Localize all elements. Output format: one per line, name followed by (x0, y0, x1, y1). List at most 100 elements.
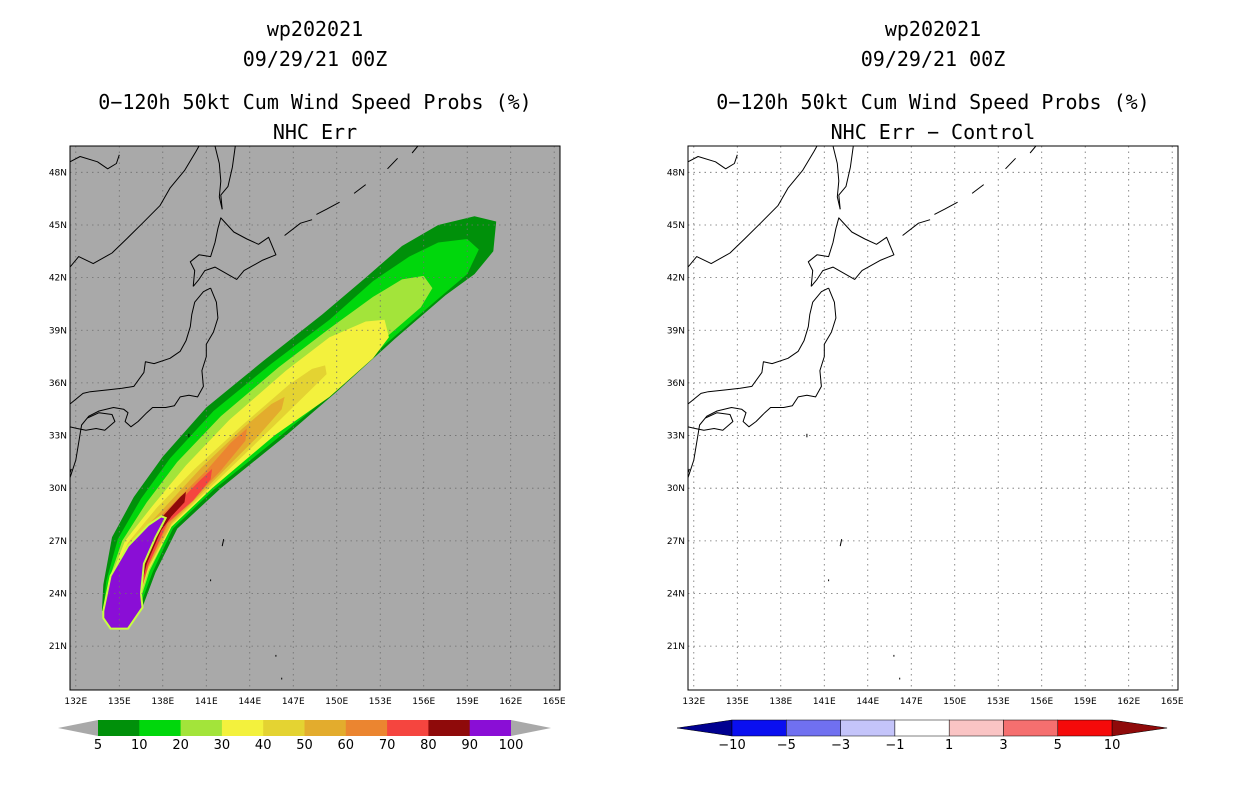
colorbar-box (98, 720, 140, 736)
left-grid (70, 146, 560, 690)
coastline (1005, 157, 1016, 170)
coastline (688, 468, 690, 475)
coastline (838, 146, 854, 210)
lon-tick-label: 156E (412, 697, 435, 707)
right-title-product: 0−120h 50kt Cum Wind Speed Probs (%) (716, 90, 1150, 114)
colorbar-box (263, 720, 305, 736)
left-title-storm: wp202021 (266, 17, 364, 41)
lon-tick-label: 159E (1074, 697, 1097, 707)
lon-tick-label: 144E (238, 697, 261, 707)
colorbar-box (1057, 719, 1113, 737)
lat-tick-label: 42N (667, 274, 685, 284)
lon-tick-label: 153E (369, 697, 392, 707)
coastline (387, 157, 398, 170)
colorbar-label: 80 (420, 738, 437, 753)
colorbar-box (731, 719, 787, 737)
lat-tick-label: 36N (667, 379, 685, 389)
lat-tick-label: 39N (667, 326, 685, 336)
lon-tick-label: 132E (682, 697, 705, 707)
coastline (70, 287, 219, 478)
lat-tick-label: 27N (49, 537, 67, 547)
coastline (353, 184, 367, 194)
coastline (902, 219, 931, 236)
lon-tick-label: 156E (1030, 697, 1053, 707)
colorbar-box (469, 720, 512, 736)
lat-tick-label: 21N (49, 642, 67, 652)
lon-tick-label: 135E (726, 697, 749, 707)
left-map-panel: 132E 135E 138E 141E 144E 147E 150E 153E 156E 159E… (49, 145, 566, 707)
lat-tick-label: 30N (49, 484, 67, 494)
right-axis-labels: 132E 135E 138E 141E 144E 147E 150E 153E 156E 159E… (667, 168, 1184, 707)
probability-contour-90 (102, 515, 168, 630)
colorbar-label: 70 (379, 738, 396, 753)
colorbar-box (139, 720, 182, 736)
colorbar-box (948, 719, 1004, 737)
colorbar-label: 30 (214, 738, 231, 753)
colorbar-box (894, 719, 950, 737)
coastline (971, 184, 985, 194)
lat-tick-label: 33N (667, 432, 685, 442)
left-colorbar: 5 10 20 30 40 50 60 70 80 90 100 (58, 720, 551, 753)
coastline (688, 154, 738, 170)
lon-tick-label: 150E (325, 697, 348, 707)
coastline (220, 146, 236, 210)
right-map-border (687, 145, 1179, 691)
lat-tick-label: 24N (49, 589, 67, 599)
coastline (70, 412, 116, 431)
right-grid (688, 146, 1178, 690)
right-colorbar: −10 −5 −3 −1 1 3 5 10 (676, 719, 1168, 753)
lat-tick-label: 30N (667, 484, 685, 494)
lat-tick-label: 33N (49, 432, 67, 442)
coastline (807, 217, 895, 287)
colorbar-label: 100 (499, 738, 524, 753)
coastline (688, 146, 818, 268)
colorbar-left-triangle (58, 720, 98, 736)
colorbar-right-triangle (1111, 719, 1168, 737)
colorbar-label: 3 (999, 738, 1007, 753)
lon-tick-label: 165E (543, 697, 566, 707)
coastline (688, 412, 734, 431)
colorbar-box (387, 720, 429, 736)
colorbar-label: 10 (131, 738, 148, 753)
colorbar-box (1003, 719, 1059, 737)
lon-tick-label: 141E (813, 697, 836, 707)
left-title-run: NHC Err (272, 120, 358, 144)
lat-tick-label: 48N (667, 168, 685, 178)
lat-tick-label: 24N (667, 589, 685, 599)
lat-tick-label: 36N (49, 379, 67, 389)
colorbar-box (304, 720, 347, 736)
colorbar-label: 10 (1104, 738, 1121, 753)
coastline (688, 287, 829, 405)
lat-tick-label: 27N (667, 537, 685, 547)
lon-tick-label: 165E (1161, 697, 1184, 707)
left-map-border (69, 145, 561, 691)
colorbar-label: 20 (172, 738, 189, 753)
colorbar-box (180, 720, 223, 736)
colorbar-label: 5 (94, 738, 102, 753)
probability-contour-30 (106, 319, 389, 611)
coastline (70, 468, 72, 475)
lon-tick-label: 153E (987, 697, 1010, 707)
left-title-time: 09/29/21 00Z (242, 47, 388, 71)
right-title-run: NHC Err − Control (830, 120, 1036, 144)
coastline (214, 146, 223, 210)
coastline (934, 201, 958, 215)
lon-tick-label: 162E (499, 697, 522, 707)
right-title-storm: wp202021 (884, 17, 982, 41)
colorbar-right-triangle (511, 720, 551, 736)
coastline (839, 538, 843, 547)
lat-tick-label: 48N (49, 168, 67, 178)
colorbar-label: −5 (777, 738, 796, 753)
colorbar-box (221, 720, 264, 736)
coastline (411, 146, 419, 154)
lon-tick-label: 147E (282, 697, 305, 707)
coastline (221, 538, 225, 547)
lon-tick-label: 147E (900, 697, 923, 707)
lat-tick-label: 42N (49, 274, 67, 284)
right-map-background (688, 146, 1178, 690)
colorbar-label: 90 (461, 738, 478, 753)
coastline (688, 287, 837, 478)
right-coastline (688, 146, 1037, 680)
probability-contours (101, 216, 497, 630)
colorbar-label: −10 (718, 738, 745, 753)
